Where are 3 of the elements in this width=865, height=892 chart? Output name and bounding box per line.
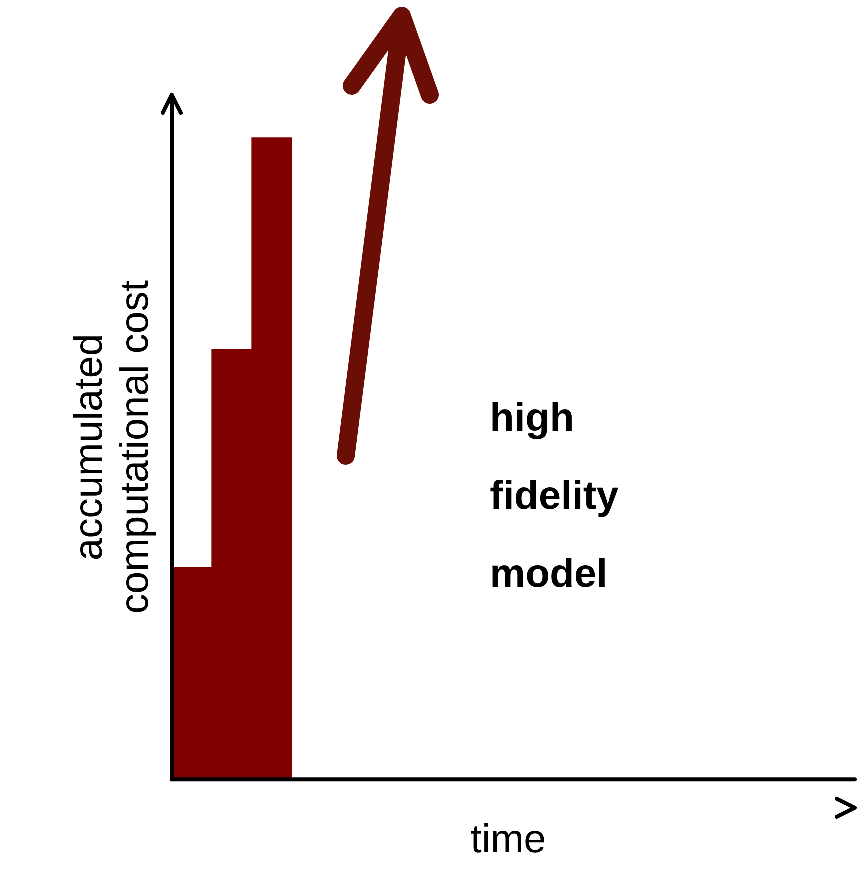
y-axis-title: accumulated computational cost [67,280,158,614]
text: high fidelity model [490,396,620,596]
x-axis-title: time [470,818,546,862]
